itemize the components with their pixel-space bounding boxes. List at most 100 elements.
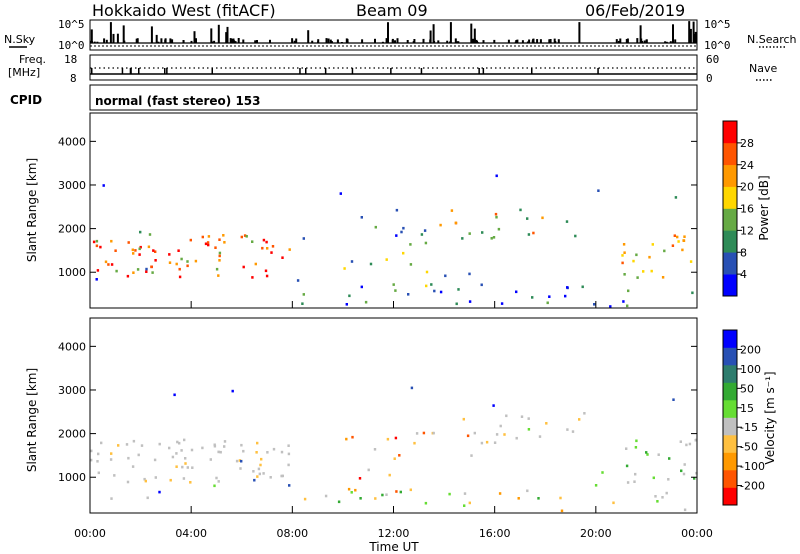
echo-cell [254, 262, 257, 266]
freq-mark [166, 68, 168, 74]
echo-cell [494, 212, 498, 216]
colorbar-tick-label: 50 [740, 382, 754, 395]
nave-label: Nave [749, 62, 777, 75]
echo-cell [622, 243, 626, 246]
noise-bar [526, 41, 529, 43]
echo-cell [255, 451, 258, 454]
echo-cell [609, 305, 612, 308]
echo-cell [151, 271, 154, 274]
noise-bar [507, 39, 510, 43]
noise-bar [692, 21, 695, 43]
echo-cell [347, 487, 351, 491]
echo-cell [532, 231, 535, 235]
echo-cell [635, 439, 638, 443]
echo-cell [661, 496, 664, 499]
echo-cell [564, 294, 567, 298]
freq-mark [138, 68, 140, 74]
echo-cell [519, 208, 522, 212]
echo-cell [463, 492, 467, 495]
echo-cell [182, 477, 186, 480]
noise-bar [454, 38, 457, 43]
echo-cell [407, 293, 410, 296]
noise-bar [327, 38, 330, 43]
colorbar-swatch [723, 487, 737, 506]
freq-mark [597, 68, 599, 74]
echo-cell [385, 258, 388, 261]
noise-bar [391, 39, 394, 43]
echo-cell [240, 443, 243, 447]
echo-cell [242, 265, 245, 269]
echo-cell [388, 473, 391, 477]
echo-cell [100, 441, 103, 445]
echo-cell [126, 480, 130, 484]
echo-cell [252, 470, 255, 473]
echo-cell [677, 240, 680, 243]
echo-cell [466, 434, 470, 438]
echo-cell [425, 284, 428, 288]
echo-cell [207, 235, 211, 238]
echo-cell [374, 497, 377, 500]
echo-cell [235, 459, 239, 463]
colorbar-swatch [723, 382, 737, 401]
noise-bars [90, 21, 697, 43]
echo-cell [360, 285, 363, 289]
station-title: Hokkaido West (fitACF) [92, 1, 276, 20]
echo-cell [601, 471, 604, 474]
power-plot: 1000 2000 3000 4000 Slant Range [km] [25, 112, 698, 309]
echo-cell [367, 468, 370, 472]
noise-bar [116, 33, 119, 43]
noise-bar [539, 39, 542, 43]
noise-bar [171, 39, 174, 43]
noise-bar [412, 41, 415, 43]
echo-cell [204, 242, 208, 246]
echo-cell [683, 463, 686, 466]
echo-cell [680, 469, 683, 473]
echo-cell [92, 240, 96, 244]
echo-cell [481, 231, 484, 234]
noise-bar [432, 24, 435, 43]
echo-cell [303, 497, 307, 501]
x-tick-label: 20:00 [580, 527, 612, 540]
nave-bottom-tick: 0 [706, 72, 713, 85]
echo-cell [503, 433, 506, 436]
noise-bar [182, 40, 185, 43]
echo-cell [301, 302, 304, 305]
noise-bar [242, 39, 245, 43]
echo-cell [480, 283, 483, 287]
echo-cell [623, 273, 626, 276]
colorbar-tick-label: 100 [740, 363, 761, 376]
noise-bar [669, 41, 672, 43]
noise-left-bottom-tick: 10^0 [58, 39, 85, 52]
power-y-axis-label: Slant Range [km] [25, 158, 39, 262]
echo-cell [265, 240, 268, 244]
noise-bar [295, 38, 298, 43]
echo-cell [622, 300, 625, 303]
noise-bar [213, 40, 216, 43]
echo-cell [683, 508, 687, 512]
noise-bar [291, 38, 294, 43]
cpid-panel [89, 84, 698, 111]
echo-cell [223, 445, 226, 448]
echo-cell [473, 431, 476, 435]
echo-cell [498, 492, 502, 495]
echo-cell [625, 464, 629, 468]
echo-cell [259, 463, 262, 467]
echo-cell [223, 440, 227, 443]
echo-cell [538, 435, 542, 438]
echo-cell [439, 290, 443, 294]
echo-cell [178, 275, 182, 279]
echo-cell [245, 235, 248, 238]
noise-bar [237, 38, 240, 43]
echo-cell [695, 471, 698, 475]
echo-cell [593, 303, 596, 306]
echo-cell [242, 449, 245, 453]
freq-mark [130, 68, 132, 74]
noise-bar [625, 39, 628, 43]
cpid-label: CPID [10, 93, 42, 107]
freq-mark [390, 68, 392, 74]
noise-bar [387, 22, 389, 43]
echo-cell [515, 290, 518, 294]
echo-cell [645, 451, 648, 454]
echo-cell [583, 412, 586, 415]
echo-cell [296, 279, 300, 282]
